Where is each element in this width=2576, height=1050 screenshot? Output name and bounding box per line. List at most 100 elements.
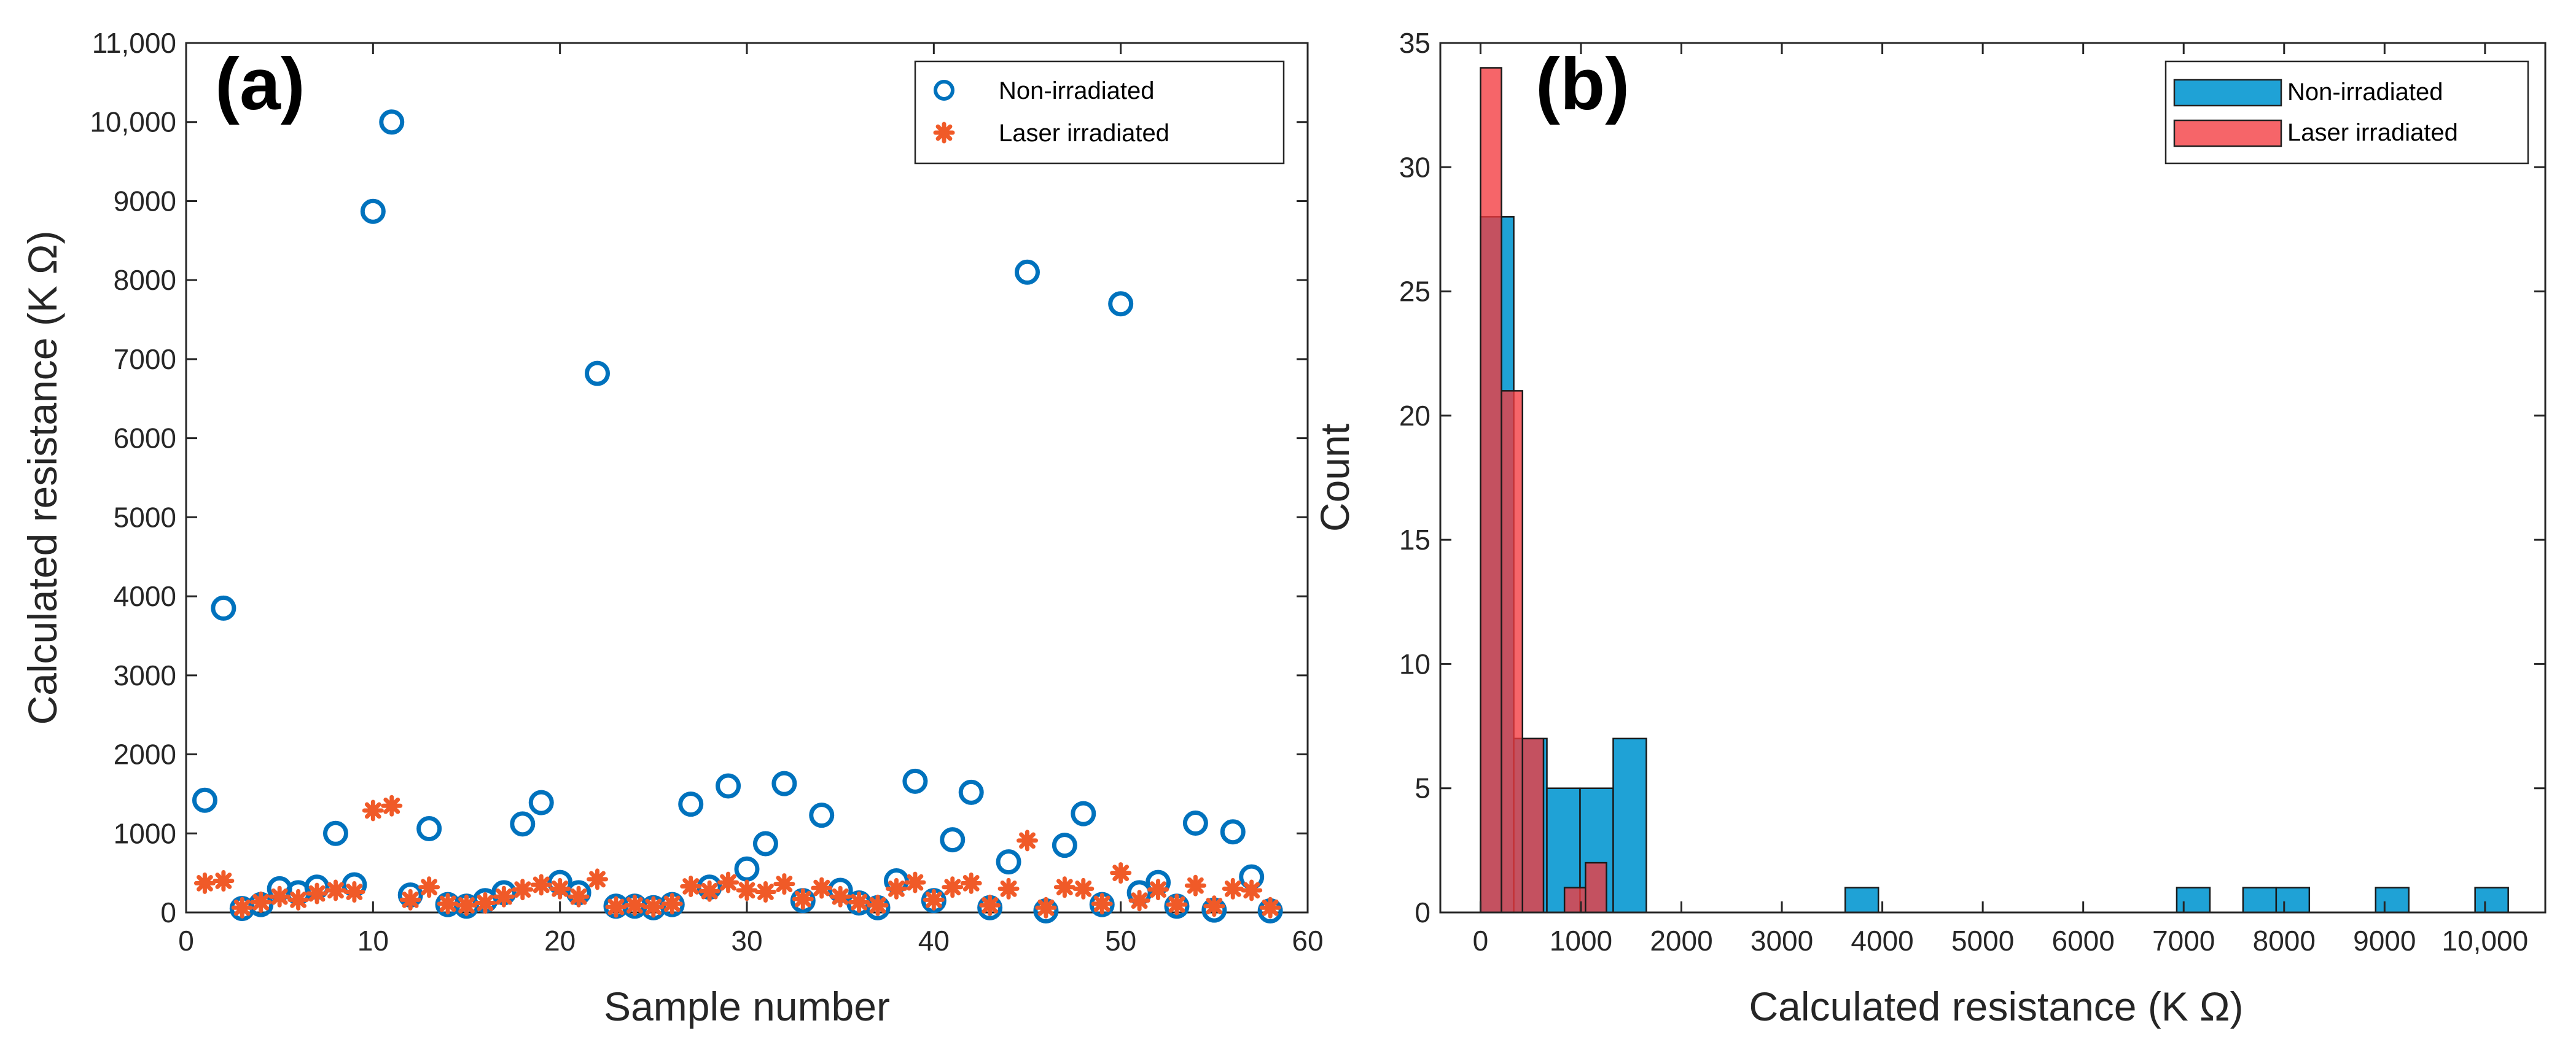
non-irradiated-point [902, 768, 928, 794]
x-tick-label: 50 [1105, 925, 1136, 957]
laser-irradiated-point [456, 894, 477, 916]
laser-irradiated-point [250, 891, 272, 913]
x-tick-label: 7000 [2152, 925, 2215, 957]
laser-irradiated-point [213, 870, 235, 892]
laser-irradiated-point [661, 893, 683, 915]
panel-b-legend-box [2164, 60, 2529, 165]
laser-irradiated-point [1072, 877, 1095, 900]
laser-irradiated-point [979, 894, 1001, 916]
x-tick-label: 3000 [1751, 925, 1813, 957]
y-tick-label: 35 [1399, 27, 1430, 59]
y-tick-label: 15 [1399, 524, 1430, 556]
x-tick-label: 8000 [2253, 925, 2316, 957]
panel-b-legend-laser-irradiated: Laser irradiated [2287, 119, 2458, 146]
x-tick-label: 6000 [2052, 925, 2115, 957]
non-irradiated-point [752, 831, 778, 857]
panel-a-series-laser-irradiated [193, 795, 1281, 919]
x-tick-label: 1000 [1550, 925, 1612, 957]
laser-irradiated-point [306, 882, 328, 904]
panel-a-label: (a) [215, 43, 305, 125]
laser-irradiated-bar [1521, 737, 1545, 914]
x-tick-label: 0 [1473, 925, 1489, 957]
non-irradiated-bar [1844, 887, 1879, 914]
non-irradiated-point [192, 787, 217, 813]
y-tick-label: 10,000 [90, 106, 176, 138]
laser-irradiated-point [1203, 895, 1225, 917]
laser-irradiated-bar [1501, 390, 1524, 914]
panel-a-y-axis-label: Calculated resistance (K Ω) [20, 231, 65, 725]
panel-a-legend-non-irradiated: Non-irradiated [999, 77, 1154, 104]
laser-irradiated-bar [1480, 67, 1502, 914]
laser-irradiated-point [698, 880, 720, 902]
non-irradiated-point [716, 773, 741, 799]
panel-b-x-ticks: 0 1000 2000 3000 4000 5000 6000 7000 8000 9000 10,… [1473, 43, 2529, 957]
panel-a-axes-box [185, 42, 1309, 914]
laser-irradiated-point [568, 885, 590, 908]
laser-irradiated-point [1166, 893, 1188, 916]
laser-irradiated-point [736, 879, 758, 901]
non-irradiated-point [1071, 801, 1096, 826]
laser-irradiated-point [1222, 877, 1244, 900]
y-tick-label: 4000 [114, 580, 176, 612]
panel-a-x-axis-label: Sample number [604, 984, 890, 1029]
laser-irradiated-point [811, 877, 833, 899]
y-tick-label: 11,000 [92, 27, 176, 59]
laser-irradiated-point [1128, 890, 1150, 912]
y-tick-label: 10 [1399, 648, 1430, 680]
legend-asterisk-marker-icon [933, 122, 955, 144]
non-irradiated-point [996, 849, 1021, 875]
legend-red-swatch-icon [2173, 119, 2282, 147]
x-tick-label: 9000 [2353, 925, 2416, 957]
non-irradiated-bar [1612, 737, 1647, 914]
non-irradiated-bar [2176, 887, 2211, 914]
x-tick-label: 10,000 [2442, 925, 2529, 957]
laser-irradiated-point [997, 877, 1020, 900]
x-tick-label: 2000 [1650, 925, 1712, 957]
y-tick-label: 3000 [114, 659, 176, 691]
non-irradiated-point [322, 820, 348, 846]
y-tick-label: 1000 [114, 817, 176, 849]
laser-irradiated-point [530, 874, 552, 896]
panel-b-histogram: 0 1000 2000 3000 4000 5000 6000 7000 8000 9000 10,… [1312, 27, 2547, 1029]
laser-irradiated-point [399, 889, 421, 911]
panel-a-legend-box [914, 60, 1285, 165]
laser-irradiated-point [1184, 874, 1206, 896]
non-irradiated-point [1108, 291, 1134, 317]
non-irradiated-point [1015, 259, 1040, 285]
laser-irradiated-point [867, 894, 889, 916]
x-tick-label: 40 [918, 925, 950, 957]
x-tick-label: 0 [178, 925, 194, 957]
panel-b-y-ticks: 0 5 10 15 20 25 30 35 [1399, 27, 2545, 928]
laser-irradiated-point [381, 795, 403, 817]
laser-irradiated-point [493, 885, 515, 908]
y-tick-label: 20 [1399, 400, 1430, 432]
laser-irradiated-point [754, 881, 776, 903]
non-irradiated-point [678, 791, 704, 817]
laser-irradiated-point [848, 891, 870, 913]
legend-circle-marker-icon [934, 80, 954, 101]
panel-a-legend: Non-irradiated Laser irradiated [914, 60, 1285, 165]
laser-irradiated-point [362, 799, 384, 822]
non-irradiated-point [360, 198, 386, 224]
laser-irradiated-point [1091, 893, 1113, 915]
panel-b-x-axis-label: Calculated resistance (K Ω) [1749, 984, 2244, 1029]
panel-b-label: (b) [1536, 43, 1630, 125]
laser-irradiated-point [474, 892, 496, 914]
non-irradiated-point [510, 811, 536, 837]
y-tick-label: 30 [1399, 151, 1430, 183]
non-irradiated-point [771, 771, 797, 796]
x-tick-label: 20 [544, 925, 576, 957]
laser-irradiated-point [587, 868, 609, 890]
x-tick-label: 30 [731, 925, 762, 957]
y-tick-label: 2000 [114, 739, 176, 771]
laser-irradiated-point [1017, 830, 1038, 852]
laser-irradiated-point [960, 872, 982, 894]
laser-irradiated-point [605, 896, 627, 918]
laser-irradiated-point [623, 894, 646, 916]
laser-irradiated-point [549, 877, 571, 900]
laser-irradiated-point [1053, 876, 1075, 898]
non-irradiated-bar [2275, 887, 2311, 914]
laser-irradiated-bar [1563, 887, 1587, 914]
laser-irradiated-point [343, 881, 365, 903]
laser-irradiated-point [437, 893, 459, 915]
